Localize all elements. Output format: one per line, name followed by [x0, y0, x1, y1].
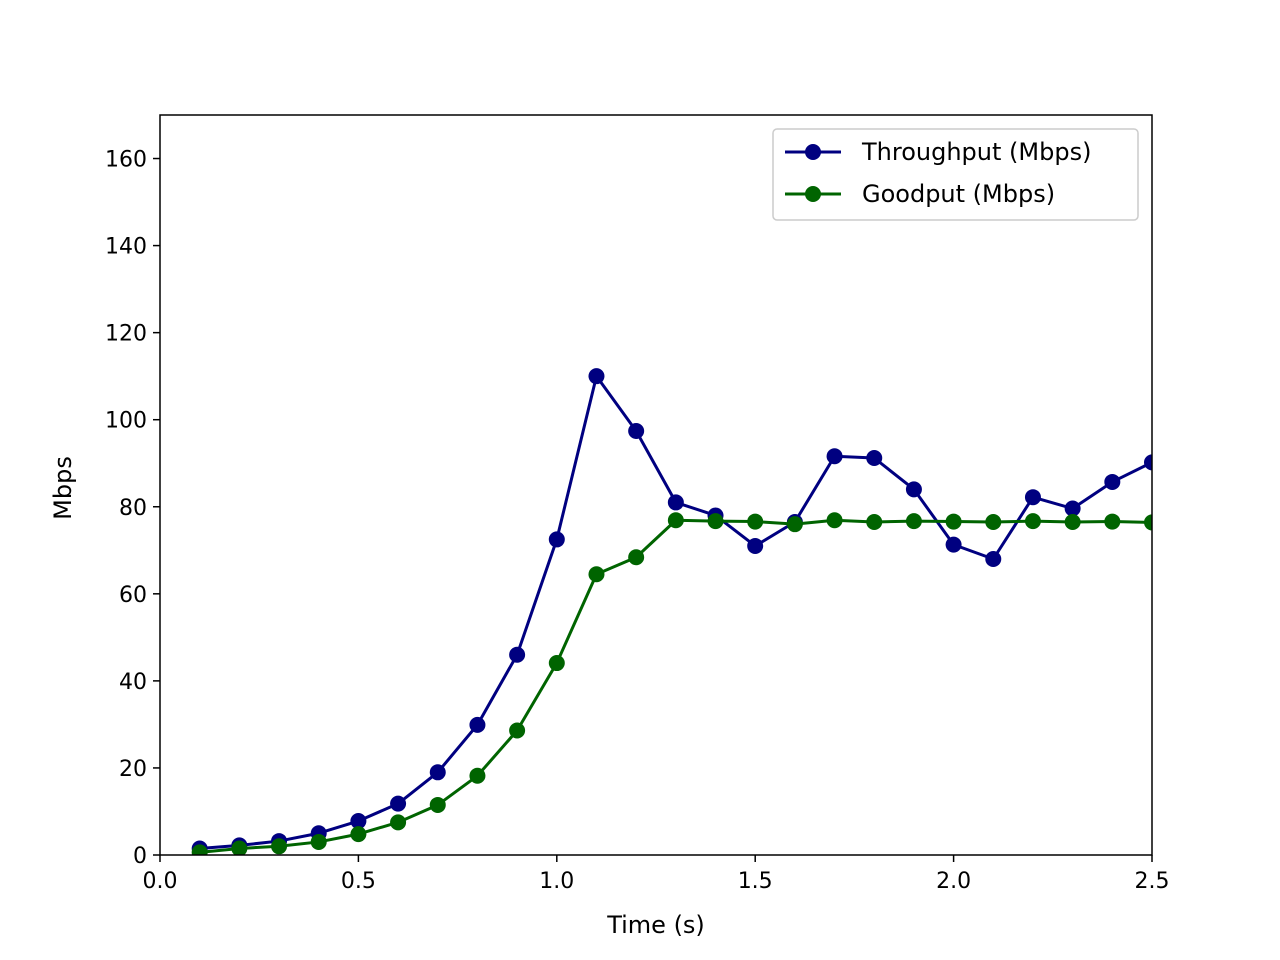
legend-box	[772, 128, 1139, 221]
legend-marker-throughput	[805, 144, 821, 160]
throughput-line	[199, 374, 1152, 850]
series-layer	[191, 368, 1152, 855]
y-axis-label: Mbps	[49, 456, 77, 520]
throughput-point	[945, 536, 962, 553]
throughput-point	[469, 716, 486, 733]
goodput-point	[866, 514, 883, 530]
goodput-point	[945, 513, 962, 530]
goodput-point	[707, 513, 724, 530]
goodput-point	[905, 513, 922, 530]
y-tick-label: 80	[119, 496, 147, 521]
goodput-point	[667, 512, 684, 529]
throughput-point	[826, 448, 843, 465]
legend-label-goodput: Goodput (Mbps)	[862, 180, 1055, 208]
y-tick-label: 160	[105, 148, 147, 173]
throughput-point	[667, 494, 684, 511]
throughput-point	[509, 646, 526, 663]
goodput-point	[1104, 513, 1121, 530]
throughput-point	[1144, 454, 1152, 471]
throughput-point	[1064, 500, 1081, 517]
goodput-point	[786, 516, 803, 533]
goodput-point	[231, 840, 248, 855]
y-tick-label: 60	[119, 583, 147, 608]
goodput-point	[628, 549, 645, 566]
goodput-point	[826, 512, 843, 529]
goodput-point	[310, 833, 327, 850]
axis-ticks: 0.0 0.5 1.0 1.5 2.0 2.5 0 20 40 60 80 100 120 140 160	[105, 148, 1170, 894]
x-tick-label: 2.5	[1135, 869, 1170, 894]
goodput-point	[1144, 514, 1152, 531]
y-tick-label: 40	[119, 670, 147, 695]
throughput-point	[747, 537, 764, 554]
throughput-point	[548, 531, 565, 548]
goodput-point	[747, 513, 764, 530]
goodput-line	[199, 518, 1152, 854]
y-tick-label: 100	[105, 409, 147, 434]
goodput-point	[509, 722, 526, 739]
goodput-point	[1024, 513, 1041, 530]
y-tick-label: 140	[105, 235, 147, 260]
goodput-point	[429, 796, 446, 813]
goodput-point	[985, 514, 1002, 530]
goodput-point	[191, 844, 208, 855]
x-tick-label: 2.0	[936, 869, 971, 894]
throughput-point	[350, 813, 367, 830]
goodput-point	[390, 814, 407, 831]
throughput-point	[1104, 473, 1121, 490]
legend: Throughput (Mbps) Goodput (Mbps)	[772, 128, 1139, 221]
x-tick-label: 1.5	[738, 869, 773, 894]
x-tick-label: 1.0	[539, 869, 574, 894]
goodput-point	[271, 838, 288, 855]
throughput-point	[628, 423, 645, 440]
legend-marker-goodput	[805, 186, 821, 202]
throughput-point	[588, 368, 605, 385]
throughput-point	[866, 450, 883, 467]
x-tick-label: 0.0	[143, 869, 178, 894]
y-tick-label: 120	[105, 322, 147, 347]
x-tick-label: 0.5	[341, 869, 376, 894]
throughput-point	[905, 481, 922, 498]
goodput-point	[1064, 514, 1081, 530]
y-tick-label: 0	[133, 844, 147, 869]
series-throughput	[191, 368, 1152, 855]
throughput-point	[1024, 489, 1041, 506]
throughput-point	[429, 764, 446, 781]
x-axis-label: Time (s)	[606, 911, 705, 939]
legend-label-throughput: Throughput (Mbps)	[861, 138, 1091, 166]
series-goodput	[191, 512, 1152, 855]
goodput-point	[548, 655, 565, 672]
goodput-point	[469, 767, 486, 784]
plot-frame	[159, 114, 1153, 856]
y-tick-label: 20	[119, 757, 147, 782]
throughput-point	[390, 795, 407, 812]
goodput-point	[588, 566, 605, 583]
goodput-point	[350, 826, 367, 843]
throughput-point	[985, 551, 1002, 567]
